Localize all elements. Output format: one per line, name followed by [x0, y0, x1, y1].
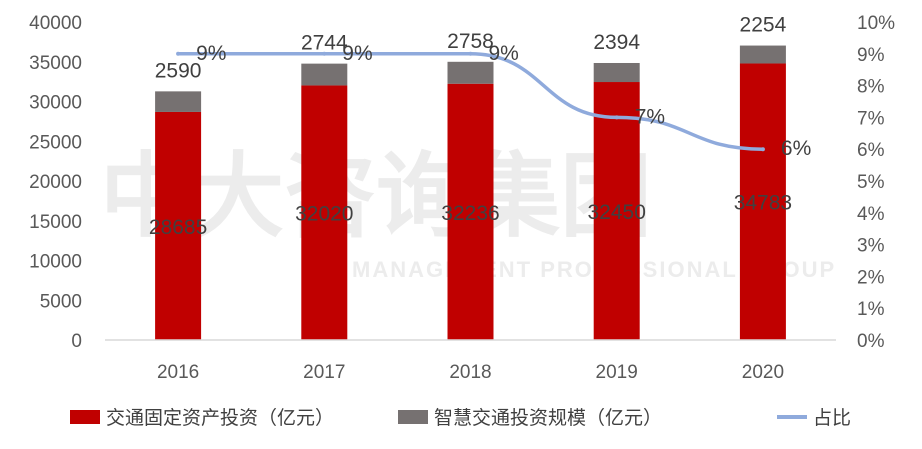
bar-transport-investment [739, 63, 786, 340]
x-tick-label: 2018 [449, 362, 491, 383]
bars [155, 45, 786, 341]
bar-smart-transport-investment [739, 45, 786, 64]
data-label-smart: 2758 [447, 30, 494, 53]
data-label-ratio: 9% [489, 42, 519, 65]
y-axis-left: 0 5000 10000 15000 20000 25000 30000 35000 40000 [29, 13, 82, 352]
data-label-smart: 2744 [301, 32, 348, 55]
y-right-tick-label: 0% [857, 331, 885, 352]
legend-label-smart: 智慧交通投资规模（亿元） [434, 407, 662, 429]
y-right-tick-label: 7% [857, 108, 885, 129]
data-label-transport: 28685 [149, 216, 207, 239]
y-right-tick-label: 4% [857, 204, 885, 225]
ratio-point [468, 51, 473, 56]
y-right-tick-label: 3% [857, 236, 885, 257]
data-label-smart: 2590 [155, 59, 202, 82]
y-right-tick-label: 5% [857, 172, 885, 193]
y-right-tick-label: 10% [857, 13, 895, 34]
data-label-transport: 34783 [734, 192, 792, 215]
data-label-transport: 32020 [295, 203, 353, 226]
legend-label-ratio: 占比 [813, 407, 851, 429]
legend-swatch-smart [398, 410, 428, 424]
ratio-point [760, 147, 765, 152]
x-axis: 2016 2017 2018 2019 2020 [157, 362, 784, 383]
y-left-tick-label: 5000 [40, 291, 82, 312]
y-left-tick-label: 15000 [29, 212, 82, 233]
legend: 交通固定资产投资（亿元） 智慧交通投资规模（亿元） 占比 [70, 407, 851, 429]
ratio-line [176, 51, 765, 152]
data-labels: 28685 32020 32236 32450 34783 2590 2744 2758 239… [149, 14, 811, 239]
y-left-tick-label: 20000 [29, 172, 82, 193]
data-label-smart: 2254 [740, 14, 787, 37]
data-label-ratio: 6% [781, 137, 811, 160]
bar-transport-investment [155, 111, 202, 340]
x-tick-label: 2017 [303, 362, 345, 383]
y-axis-right: 0% 1% 2% 3% 4% 5% 6% 7% 8% 9% 10% [857, 13, 895, 352]
x-tick-label: 2020 [742, 362, 784, 383]
y-right-tick-label: 8% [857, 77, 885, 98]
bar-transport-investment [301, 85, 348, 340]
y-left-tick-label: 25000 [29, 132, 82, 153]
x-tick-label: 2016 [157, 362, 199, 383]
data-label-smart: 2394 [593, 31, 640, 54]
bar-smart-transport-investment [593, 62, 640, 83]
y-right-tick-label: 6% [857, 140, 885, 161]
x-tick-label: 2019 [596, 362, 638, 383]
legend-swatch-transport [70, 410, 100, 424]
y-right-tick-label: 9% [857, 45, 885, 66]
data-label-transport: 32450 [587, 201, 645, 224]
y-right-tick-label: 2% [857, 267, 885, 288]
y-right-tick-label: 1% [857, 299, 885, 320]
bar-smart-transport-investment [447, 61, 494, 84]
ratio-point [322, 51, 327, 56]
y-left-tick-label: 30000 [29, 93, 82, 114]
y-left-tick-label: 10000 [29, 252, 82, 273]
y-left-tick-label: 35000 [29, 53, 82, 74]
data-label-transport: 32236 [441, 202, 499, 225]
y-left-tick-label: 40000 [29, 13, 82, 34]
ratio-line-path [176, 52, 765, 151]
legend-label-transport: 交通固定资产投资（亿元） [106, 407, 334, 429]
bar-smart-transport-investment [301, 63, 348, 86]
ratio-point [614, 115, 619, 120]
y-left-tick-label: 0 [71, 331, 82, 352]
bar-transport-investment [593, 82, 640, 341]
bar-smart-transport-investment [155, 91, 202, 112]
data-label-ratio: 7% [635, 105, 665, 128]
bar-transport-investment [447, 83, 494, 340]
ratio-point [176, 51, 181, 56]
data-label-ratio: 9% [342, 42, 372, 65]
data-label-ratio: 9% [196, 42, 226, 65]
